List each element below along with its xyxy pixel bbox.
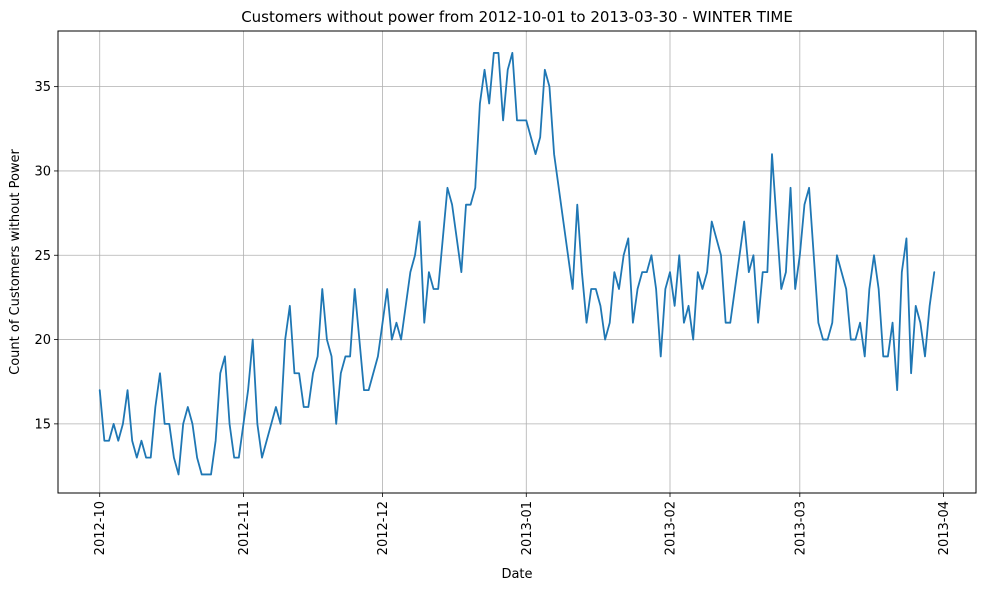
x-tick-label: 2013-04 — [937, 501, 952, 555]
x-tick-label: 2012-10 — [93, 501, 108, 555]
y-axis: 15 20 25 30 35 — [34, 80, 58, 432]
y-tick-label: 30 — [34, 164, 51, 179]
y-tick-label: 25 — [34, 249, 51, 264]
series-layer — [98, 52, 936, 476]
y-tick-label: 35 — [34, 80, 51, 95]
series-line — [98, 52, 936, 476]
grid — [58, 31, 976, 493]
x-tick-label: 2013-01 — [520, 501, 535, 555]
plot-frame — [57, 30, 977, 494]
y-tick-label: 15 — [34, 417, 51, 432]
x-tick-label: 2012-11 — [237, 501, 252, 555]
y-tick-label: 20 — [34, 333, 51, 348]
x-axis: 2012-10 2012-11 2012-12 2013-01 2013-02 2013-… — [93, 493, 952, 555]
x-tick-label: 2013-02 — [664, 501, 679, 555]
x-tick-label: 2013-03 — [793, 501, 808, 555]
y-axis-title: Count of Customers without Power — [8, 148, 23, 374]
x-tick-label: 2012-12 — [376, 501, 391, 555]
x-axis-title: Date — [501, 567, 532, 582]
chart-title: Customers without power from 2012-10-01 … — [241, 8, 793, 26]
